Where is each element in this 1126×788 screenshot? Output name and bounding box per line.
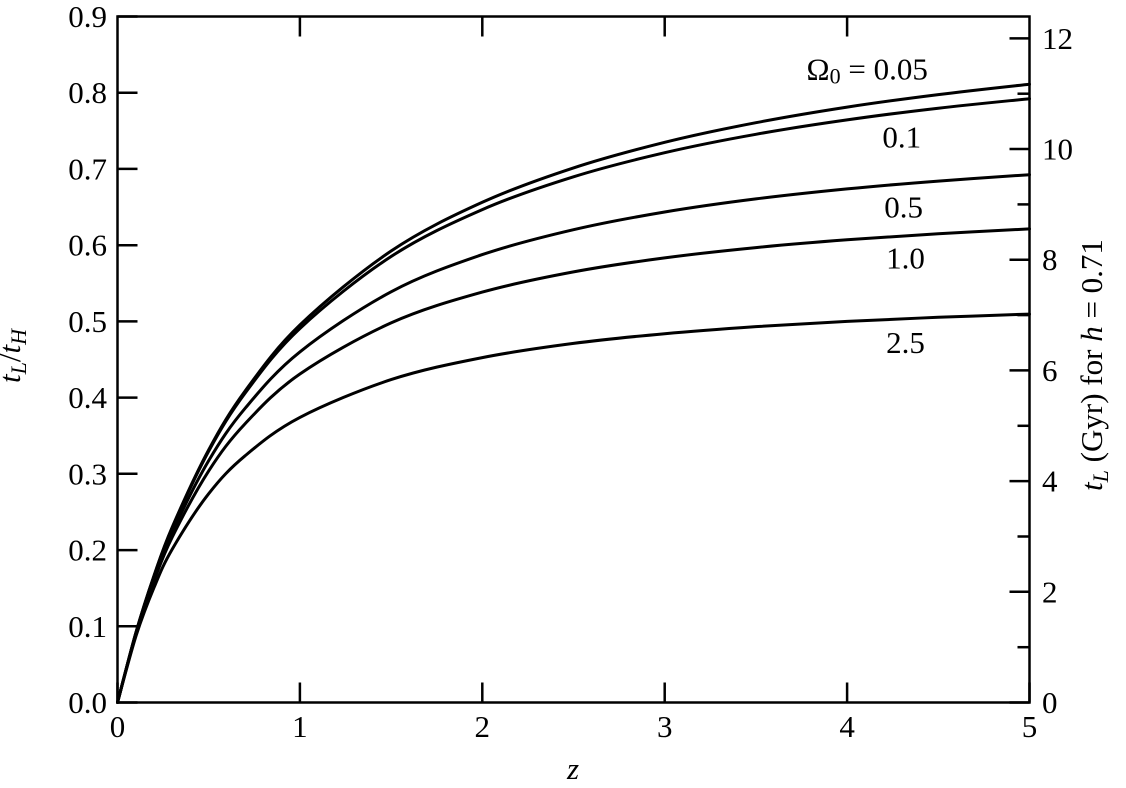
omega-value: = 0.05: [841, 51, 928, 86]
y-tick-label-left: 0.1: [68, 609, 107, 644]
y-tick-label-left: 0.6: [68, 228, 107, 263]
left-axis-title: tL/tH: [0, 328, 31, 383]
y-tick-label-left: 0.9: [68, 0, 107, 34]
right-axis-title-sub: L: [1088, 470, 1113, 483]
left-axis-title-sub2: H: [6, 328, 31, 346]
curves: [116, 82, 1031, 704]
right-axis-title: tL (Gyr) for h = 0.71: [1074, 239, 1113, 491]
y-tick-label-right: 8: [1042, 242, 1058, 277]
left-axis-title-var1: t: [0, 373, 27, 383]
omega-subscript: 0: [830, 63, 841, 88]
y-tick-label-right: 10: [1042, 132, 1073, 167]
omega-symbol: Ω: [807, 51, 830, 86]
x-axis-title: z: [566, 751, 579, 786]
y-tick-label-right: 0: [1042, 685, 1058, 720]
y-tick-label-right: 2: [1042, 574, 1058, 609]
tick-labels: 0 1 2 3 4 50.00.10.20.30.40.50.60.70.80.90246…: [68, 0, 1073, 744]
right-axis-title-eq: = 0.71: [1074, 239, 1109, 326]
right-axis-title-h: h: [1074, 326, 1109, 342]
y-tick-label-left: 0.3: [68, 456, 107, 491]
x-tick-label: 0: [110, 709, 126, 744]
left-axis-title-slash: /: [0, 353, 27, 362]
x-tick-label: 2: [475, 709, 491, 744]
curve-label-omega0-2.5: 2.5: [886, 325, 925, 360]
x-tick-label: 3: [657, 709, 673, 744]
x-tick-label: 5: [1022, 709, 1038, 744]
curve-omega0-2.5: [116, 312, 1031, 704]
y-tick-label-right: 6: [1042, 353, 1058, 388]
left-axis-title-sub1: L: [6, 362, 31, 375]
y-tick-label-right: 4: [1042, 464, 1058, 499]
curve-labels: Ω0 = 0.05 0.1 0.5 1.0 2.5: [807, 51, 928, 360]
right-axis-title-mid: (Gyr) for: [1074, 342, 1109, 470]
left-axis-title-var2: t: [0, 344, 27, 354]
curve-label-omega0-1.0: 1.0: [886, 241, 925, 276]
y-tick-label-left: 0.0: [68, 685, 107, 720]
axis-ticks: [116, 15, 1031, 704]
y-tick-label-left: 0.2: [68, 533, 107, 568]
curve-omega0-0.5: [116, 173, 1031, 704]
curve-label-omega0-0.05: Ω0 = 0.05: [807, 51, 928, 88]
curve-label-omega0-0.5: 0.5: [884, 190, 923, 225]
y-tick-label-left: 0.7: [68, 151, 107, 186]
right-axis-title-var: t: [1074, 481, 1109, 491]
y-tick-label-right: 12: [1042, 21, 1073, 56]
y-tick-label-left: 0.4: [68, 380, 107, 415]
y-tick-label-left: 0.5: [68, 304, 107, 339]
plot-frame: [116, 15, 1031, 704]
curve-omega0-1.0: [116, 227, 1031, 704]
curve-label-omega0-0.1: 0.1: [882, 119, 921, 154]
x-tick-label: 1: [292, 709, 308, 744]
y-tick-label-left: 0.8: [68, 75, 107, 110]
x-tick-label: 4: [839, 709, 855, 744]
